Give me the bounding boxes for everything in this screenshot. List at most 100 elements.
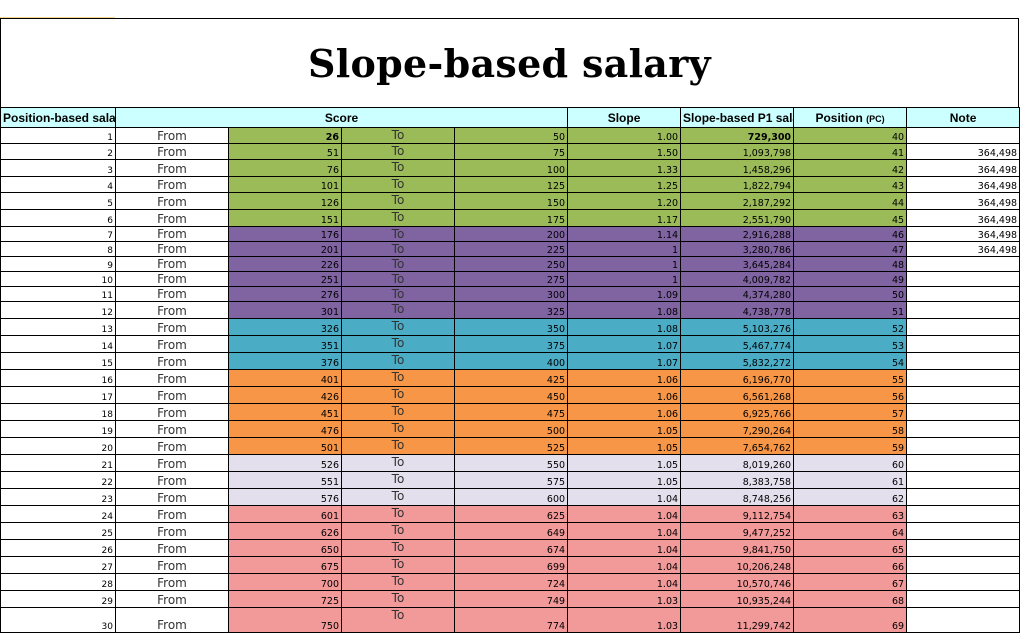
note-cell[interactable] — [906, 352, 1021, 370]
row-number[interactable]: 11 — [0, 286, 116, 302]
to-label[interactable]: To — [341, 271, 455, 287]
row-number[interactable]: 23 — [0, 488, 116, 506]
position-cell[interactable]: 54 — [793, 352, 908, 370]
row-number[interactable]: 24 — [0, 505, 116, 523]
score-to-cell[interactable]: 550 — [453, 454, 569, 472]
slope-p1-salary-cell[interactable]: 9,841,750 — [680, 539, 795, 557]
note-cell[interactable]: 364,498 — [906, 176, 1021, 193]
slope-p1-salary-cell[interactable]: 5,467,774 — [680, 335, 795, 353]
to-label[interactable]: To — [341, 454, 455, 472]
score-from-cell[interactable]: 526 — [228, 454, 342, 472]
score-to-cell[interactable]: 749 — [453, 590, 569, 608]
score-to-cell[interactable]: 300 — [453, 286, 569, 302]
score-to-cell[interactable]: 275 — [453, 271, 569, 287]
score-from-cell[interactable]: 476 — [228, 420, 342, 438]
to-label[interactable]: To — [341, 301, 455, 319]
slope-cell[interactable]: 1.08 — [567, 301, 682, 319]
slope-cell[interactable]: 1.50 — [567, 143, 682, 160]
position-cell[interactable]: 51 — [793, 301, 908, 319]
score-to-cell[interactable]: 100 — [453, 159, 569, 177]
score-to-cell[interactable]: 699 — [453, 556, 569, 574]
note-cell[interactable] — [906, 403, 1021, 421]
row-number[interactable]: 18 — [0, 403, 116, 421]
slope-p1-salary-cell[interactable]: 11,299,742 — [680, 607, 795, 633]
from-label[interactable]: From — [115, 209, 229, 227]
to-label[interactable]: To — [341, 590, 455, 608]
from-label[interactable]: From — [115, 256, 229, 272]
slope-cell[interactable]: 1.06 — [567, 403, 682, 421]
slope-cell[interactable]: 1.04 — [567, 522, 682, 540]
score-from-cell[interactable]: 551 — [228, 471, 342, 489]
header-position[interactable]: Position (PC) — [793, 107, 908, 128]
slope-cell[interactable]: 1.04 — [567, 556, 682, 574]
slope-cell[interactable]: 1.04 — [567, 573, 682, 591]
row-number[interactable]: 8 — [0, 241, 116, 257]
slope-cell[interactable]: 1.07 — [567, 335, 682, 353]
slope-p1-salary-cell[interactable]: 4,009,782 — [680, 271, 795, 287]
score-from-cell[interactable]: 700 — [228, 573, 342, 591]
note-cell[interactable]: 364,498 — [906, 159, 1021, 177]
note-cell[interactable] — [906, 471, 1021, 489]
slope-p1-salary-cell[interactable]: 6,561,268 — [680, 386, 795, 404]
score-from-cell[interactable]: 101 — [228, 176, 342, 193]
note-cell[interactable] — [906, 256, 1021, 272]
score-from-cell[interactable]: 626 — [228, 522, 342, 540]
score-to-cell[interactable]: 674 — [453, 539, 569, 557]
position-cell[interactable]: 44 — [793, 192, 908, 210]
note-cell[interactable]: 364,498 — [906, 143, 1021, 160]
score-to-cell[interactable]: 150 — [453, 192, 569, 210]
note-cell[interactable] — [906, 420, 1021, 438]
from-label[interactable]: From — [115, 369, 229, 387]
score-from-cell[interactable]: 51 — [228, 143, 342, 160]
from-label[interactable]: From — [115, 471, 229, 489]
score-from-cell[interactable]: 226 — [228, 256, 342, 272]
row-number[interactable]: 14 — [0, 335, 116, 353]
score-to-cell[interactable]: 50 — [453, 127, 569, 144]
score-to-cell[interactable]: 75 — [453, 143, 569, 160]
to-label[interactable]: To — [341, 437, 455, 455]
to-label[interactable]: To — [341, 143, 455, 160]
slope-p1-salary-cell[interactable]: 2,916,288 — [680, 226, 795, 242]
slope-p1-salary-cell[interactable]: 5,832,272 — [680, 352, 795, 370]
from-label[interactable]: From — [115, 573, 229, 591]
note-cell[interactable] — [906, 556, 1021, 574]
slope-cell[interactable]: 1.14 — [567, 226, 682, 242]
slope-p1-salary-cell[interactable]: 7,654,762 — [680, 437, 795, 455]
position-cell[interactable]: 45 — [793, 209, 908, 227]
from-label[interactable]: From — [115, 386, 229, 404]
row-number[interactable]: 21 — [0, 454, 116, 472]
to-label[interactable]: To — [341, 573, 455, 591]
slope-cell[interactable]: 1.00 — [567, 127, 682, 144]
slope-p1-salary-cell[interactable]: 5,103,276 — [680, 318, 795, 336]
from-label[interactable]: From — [115, 420, 229, 438]
position-cell[interactable]: 64 — [793, 522, 908, 540]
slope-cell[interactable]: 1.06 — [567, 386, 682, 404]
to-label[interactable]: To — [341, 420, 455, 438]
slope-p1-salary-cell[interactable]: 2,187,292 — [680, 192, 795, 210]
slope-p1-salary-cell[interactable]: 4,738,778 — [680, 301, 795, 319]
score-to-cell[interactable]: 475 — [453, 403, 569, 421]
row-number[interactable]: 30 — [0, 607, 116, 633]
score-to-cell[interactable]: 724 — [453, 573, 569, 591]
to-label[interactable]: To — [341, 192, 455, 210]
score-from-cell[interactable]: 601 — [228, 505, 342, 523]
to-label[interactable]: To — [341, 607, 455, 633]
header-note[interactable]: Note — [906, 107, 1021, 128]
from-label[interactable]: From — [115, 607, 229, 633]
score-to-cell[interactable]: 774 — [453, 607, 569, 633]
slope-cell[interactable]: 1.33 — [567, 159, 682, 177]
row-number[interactable]: 9 — [0, 256, 116, 272]
slope-cell[interactable]: 1.04 — [567, 539, 682, 557]
to-label[interactable]: To — [341, 403, 455, 421]
slope-cell[interactable]: 1.05 — [567, 454, 682, 472]
position-cell[interactable]: 68 — [793, 590, 908, 608]
note-cell[interactable] — [906, 573, 1021, 591]
row-number[interactable]: 3 — [0, 159, 116, 177]
row-number[interactable]: 29 — [0, 590, 116, 608]
score-from-cell[interactable]: 650 — [228, 539, 342, 557]
row-number[interactable]: 25 — [0, 522, 116, 540]
score-to-cell[interactable]: 525 — [453, 437, 569, 455]
slope-cell[interactable]: 1.09 — [567, 286, 682, 302]
score-from-cell[interactable]: 201 — [228, 241, 342, 257]
row-number[interactable]: 28 — [0, 573, 116, 591]
